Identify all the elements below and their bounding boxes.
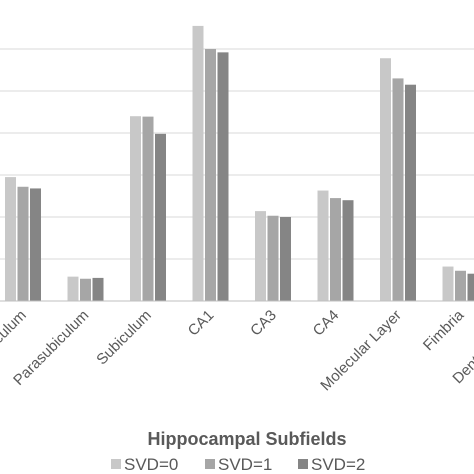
bar [92,277,104,301]
x-tick-label: Subiculum [93,307,155,369]
legend-label: SVD=1 [218,455,272,474]
bar [267,215,279,301]
bar [130,116,141,301]
legend-label: SVD=2 [311,455,365,474]
bar [255,211,266,301]
legend: SVD=0 SVD=1 SVD=2 [111,455,365,474]
bar [5,177,16,301]
bar [192,25,204,302]
bar [380,58,391,301]
bar [142,116,154,302]
bar [80,278,91,301]
bar [405,84,416,301]
x-tick-label: CA3 [247,307,280,340]
legend-swatch [298,459,308,469]
legend-label: SVD=0 [124,455,178,474]
legend-item: SVD=0 [111,455,178,474]
bar [30,188,41,301]
legend-swatch [111,459,121,469]
bar [317,190,329,301]
bar [330,198,341,301]
bar [217,52,229,301]
legend-swatch [205,459,215,469]
bar [205,49,216,301]
bar [392,78,404,302]
legend-item: SVD=1 [205,455,272,474]
bar [467,273,474,301]
bar [17,186,29,301]
bar [280,217,291,301]
bar [155,133,166,301]
bar [67,276,79,301]
bar [442,266,454,301]
x-tick-label: CA1 [185,307,218,340]
x-axis-title: Hippocampal Subfields [147,429,346,449]
bar [455,270,466,301]
legend-item: SVD=2 [298,455,365,474]
x-tick-label: Fimbria [420,306,468,354]
bar [342,200,354,301]
bars [5,25,474,302]
x-tick-label: CA4 [310,307,343,340]
